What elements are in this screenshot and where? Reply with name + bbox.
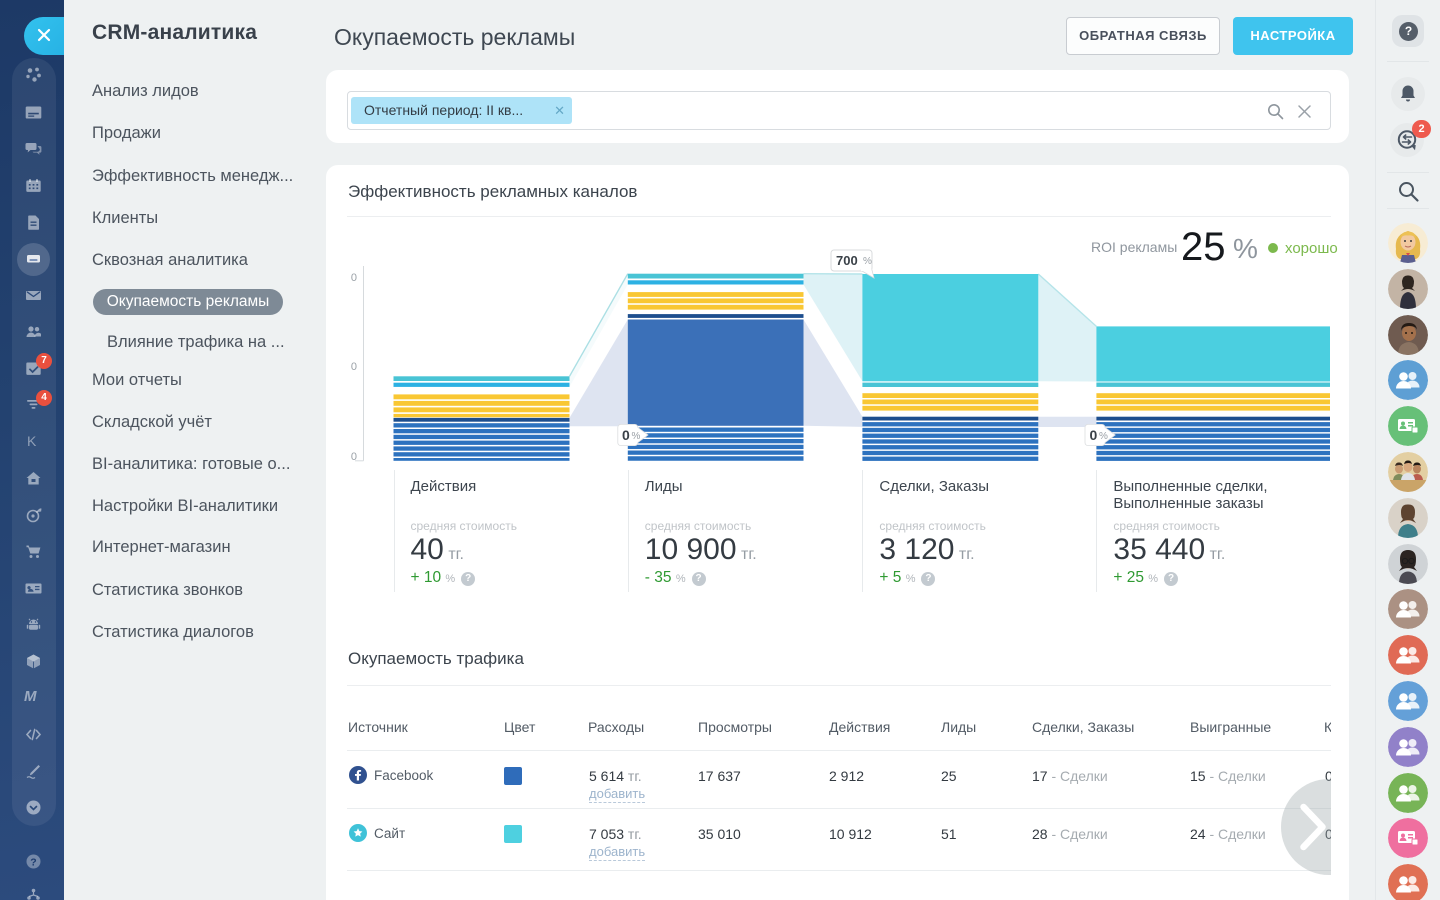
svg-text:0: 0 <box>351 451 357 463</box>
svg-text:0: 0 <box>1090 427 1098 443</box>
svg-text:%: % <box>863 256 872 267</box>
svg-text:0: 0 <box>622 427 630 443</box>
svg-text:?: ? <box>30 856 36 868</box>
svg-text:0: 0 <box>351 361 357 373</box>
svg-text:%: % <box>632 431 641 442</box>
svg-text:700: 700 <box>836 253 858 268</box>
svg-text:%: % <box>1099 431 1108 442</box>
svg-text:0: 0 <box>351 272 357 284</box>
